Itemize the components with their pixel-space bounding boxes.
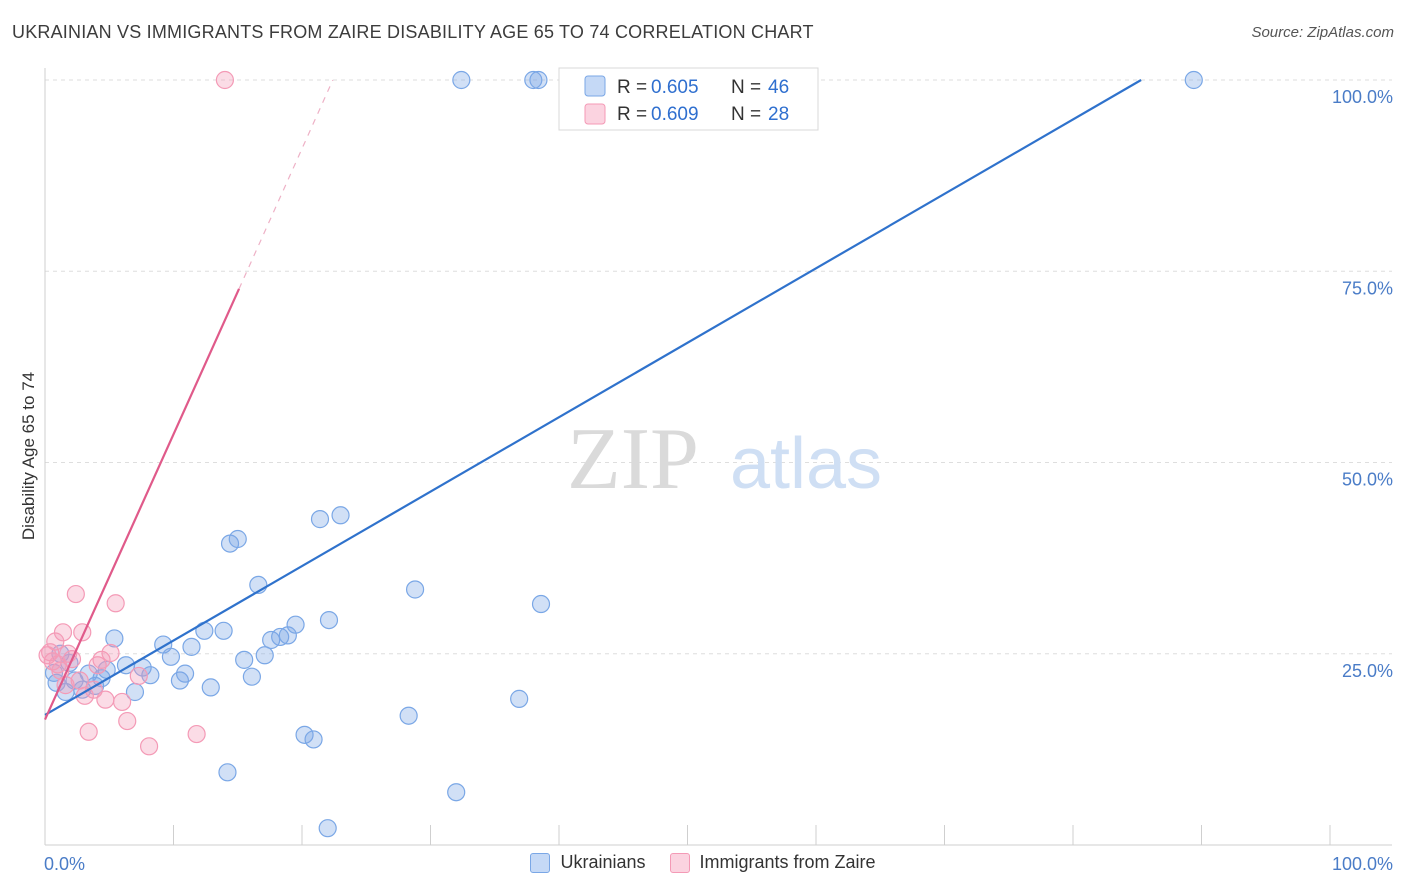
stats-legend: R = 0.605 N = 46 R = 0.609 N = 28 (558, 67, 819, 131)
legend-r-label-1: R = (617, 77, 647, 98)
ukrainians-point-25 (228, 529, 247, 549)
ukrainians-point-40 (318, 819, 337, 838)
zaire-point-20 (106, 594, 125, 613)
ukrainians-point-39 (331, 506, 350, 525)
legend-n-label-1: N = (731, 77, 761, 98)
ukrainians-swatch (530, 852, 551, 873)
chart-source: Source: ZipAtlas.com (1251, 24, 1394, 41)
ukrainians-point-46 (529, 70, 548, 90)
y-tick-label-2: 75.0% (1342, 278, 1393, 298)
ukrainians-point-35 (295, 725, 314, 744)
ukrainians-point-38 (319, 610, 339, 630)
legend-label-zaire: Immigrants from Zaire (699, 852, 876, 872)
ukrainians-point-42 (405, 580, 425, 599)
x-tick-label-0: 0.0% (44, 854, 85, 874)
ukrainians-point-47 (510, 689, 529, 708)
tick-labels: 25.0% 50.0% 75.0% 100.0% 0.0% 100.0% (44, 87, 1393, 874)
zaire-point-23 (129, 666, 148, 686)
ukrainians-point-34 (218, 763, 237, 782)
y-tick-label-3: 100.0% (1332, 87, 1393, 107)
zaire-point-24 (139, 737, 159, 756)
series-legend: Ukrainians Immigrants from Zaire (0, 852, 1406, 873)
ukrainians-point-20 (182, 637, 201, 656)
ukrainians-point-26 (235, 650, 254, 669)
chart-title: UKRAINIAN VS IMMIGRANTS FROM ZAIRE DISAB… (12, 22, 814, 42)
legend-label-ukrainians: Ukrainians (560, 852, 646, 872)
zaire-trend-extension (238, 79, 334, 290)
ukrainians-point-11 (105, 629, 124, 648)
watermark-zip: ZIP (567, 411, 699, 508)
ukrainians-point-48 (531, 594, 551, 614)
ukrainians-point-31 (271, 627, 290, 647)
ukrainians-point-29 (255, 646, 274, 665)
zaire-point-22 (118, 711, 137, 731)
ukrainians-point-17 (161, 647, 181, 666)
legend-n-label-2: N = (731, 104, 761, 125)
zaire-point-14 (79, 722, 98, 741)
ukrainians-point-43 (447, 783, 466, 802)
watermark: ZIP atlas (567, 411, 882, 508)
ukrainians-point-19 (175, 664, 195, 683)
zaire-trend-line (43, 288, 241, 720)
legend-swatch-ukrainians (584, 75, 606, 97)
legend-swatch-zaire (584, 103, 606, 125)
ukrainians-point-41 (399, 706, 418, 725)
ukrainians-point-49 (1184, 70, 1203, 90)
ukrainians-point-44 (452, 70, 471, 90)
watermark-atlas: atlas (730, 424, 882, 504)
y-tick-label-1: 50.0% (1342, 470, 1393, 490)
zaire-point-6 (53, 623, 73, 642)
y-tick-label-0: 25.0% (1342, 661, 1393, 681)
zaire-point-21 (112, 692, 132, 712)
legend-r-value-2: 0.609 (651, 104, 699, 125)
legend-item-zaire: Immigrants from Zaire (669, 852, 876, 873)
legend-item-ukrainians: Ukrainians (530, 852, 646, 873)
legend-r-label-2: R = (617, 104, 647, 125)
axes (44, 68, 1392, 846)
zaire-point-19 (101, 643, 120, 663)
zaire-swatch (669, 852, 690, 873)
legend-n-value-2: 28 (768, 104, 789, 125)
zaire-point-3 (46, 632, 65, 651)
ukrainians-point-36 (304, 730, 323, 749)
zaire-point-10 (66, 584, 85, 604)
ukrainians-point-33 (286, 615, 305, 634)
zaire-point-17 (92, 650, 111, 669)
zaire-point-18 (96, 690, 115, 709)
zaire-point-26 (215, 70, 234, 90)
y-axis-label: Disability Age 65 to 74 (19, 372, 38, 540)
zaire-point-25 (187, 724, 206, 744)
trend-lines (43, 79, 1142, 720)
legend-n-value-1: 46 (768, 77, 789, 98)
legend-r-value-1: 0.605 (651, 77, 699, 98)
grid-lines (45, 79, 1392, 655)
ukrainians-point-22 (201, 678, 220, 697)
ukrainians-point-37 (310, 510, 330, 529)
ukrainians-trend-line (44, 79, 1142, 716)
ukrainians-point-27 (242, 667, 261, 686)
ukrainians-point-45 (524, 70, 543, 90)
ukrainians-point-23 (214, 621, 233, 640)
x-tick-label-1: 100.0% (1332, 854, 1393, 874)
zaire-point-2 (43, 652, 62, 671)
